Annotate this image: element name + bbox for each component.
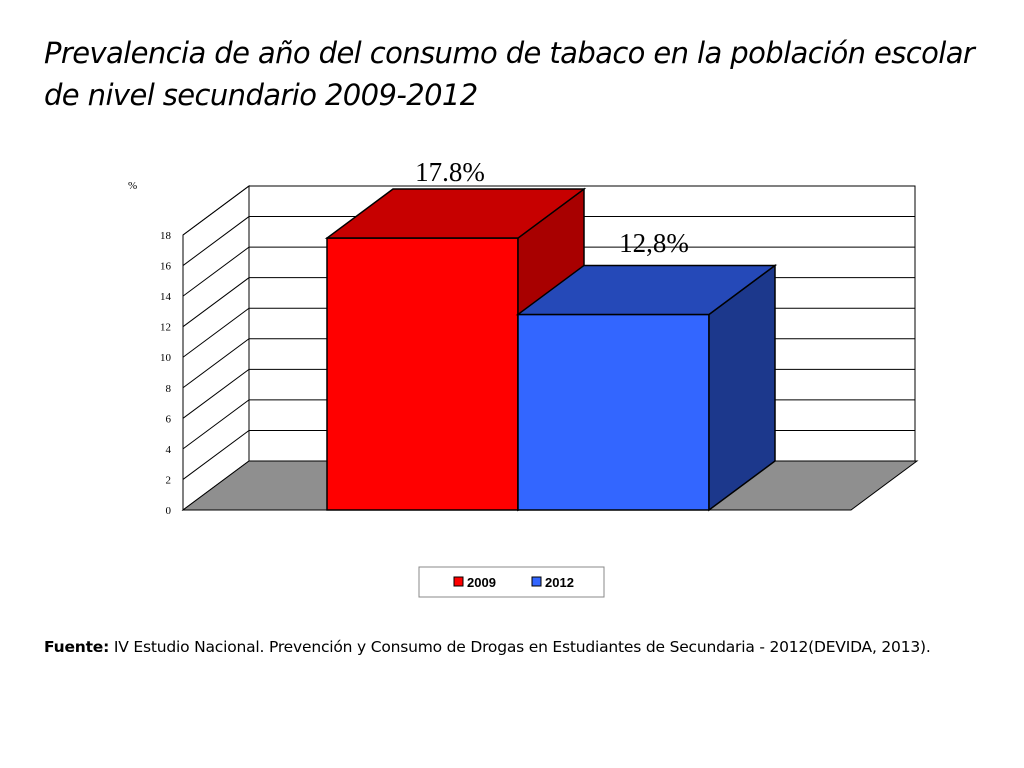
legend-label-2012: 2012 xyxy=(545,575,574,590)
slide-title-line1: Prevalencia de año del consumo de tabaco… xyxy=(44,36,975,70)
y-tick-label: 14 xyxy=(160,291,172,303)
data-label-2009: 17.8% xyxy=(415,157,485,187)
slide-title-line2: de nivel secundario 2009-2012 xyxy=(44,78,478,112)
y-tick-label: 18 xyxy=(160,230,172,242)
chart-side-wall xyxy=(182,185,250,511)
source-text: IV Estudio Nacional. Prevención y Consum… xyxy=(109,638,931,656)
y-tick-label: 12 xyxy=(160,322,171,334)
chart-legend: 2009 2012 xyxy=(418,566,605,598)
y-tick-label: 6 xyxy=(166,413,172,425)
source-note: Fuente: IV Estudio Nacional. Prevención … xyxy=(44,638,1004,656)
y-tick-label: 4 xyxy=(166,444,172,456)
y-tick-label: 0 xyxy=(166,505,172,517)
data-label-2012: 12,8% xyxy=(619,228,689,258)
y-axis-label: % xyxy=(128,180,137,192)
gridline xyxy=(182,246,915,297)
bar-2012-top xyxy=(515,264,778,316)
bar-2009 xyxy=(326,237,519,511)
slide-title: Prevalencia de año del consumo de tabaco… xyxy=(44,32,984,116)
gridline xyxy=(182,185,915,236)
y-tick-label: 16 xyxy=(160,261,172,273)
legend-swatch-2012 xyxy=(531,576,542,587)
y-tick-label: 10 xyxy=(160,352,172,364)
gridline xyxy=(182,216,915,266)
bar-2009-top xyxy=(324,188,587,239)
y-tick-label: 2 xyxy=(166,474,172,486)
legend-label-2009: 2009 xyxy=(467,575,496,590)
y-tick-label: 8 xyxy=(166,383,172,395)
bar-2012 xyxy=(517,313,710,511)
legend-swatch-2009 xyxy=(453,576,464,587)
source-label: Fuente: xyxy=(44,638,110,656)
legend-box xyxy=(418,566,605,598)
